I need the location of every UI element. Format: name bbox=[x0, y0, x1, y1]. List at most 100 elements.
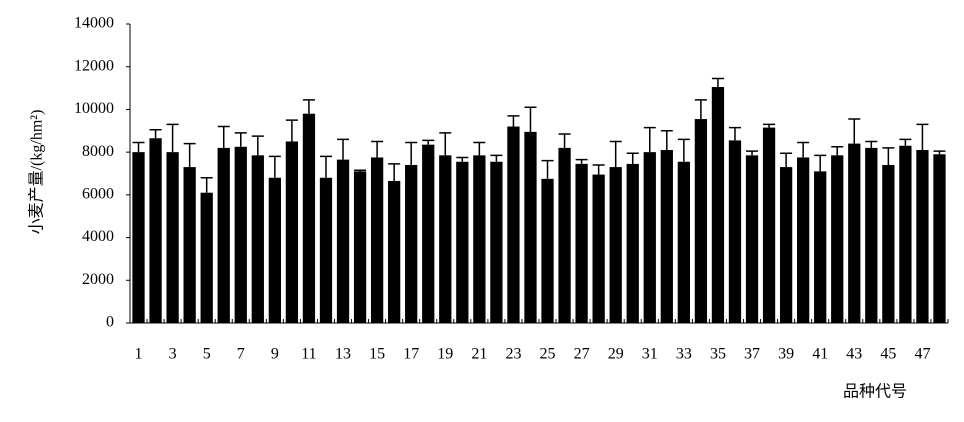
error-bar bbox=[456, 156, 469, 162]
bar bbox=[592, 174, 605, 323]
bar bbox=[490, 161, 503, 323]
error-bar bbox=[643, 126, 656, 153]
y-tick-label: 0 bbox=[106, 314, 114, 331]
error-bar bbox=[797, 141, 810, 158]
x-tick-label: 27 bbox=[574, 346, 590, 363]
error-bar bbox=[200, 177, 213, 193]
error-bar bbox=[490, 154, 503, 162]
x-tick-label: 39 bbox=[778, 346, 794, 363]
bar bbox=[319, 177, 333, 323]
bar bbox=[916, 150, 929, 323]
x-tick-label: 33 bbox=[676, 346, 692, 363]
x-tick-label: 43 bbox=[846, 346, 862, 363]
error-bar bbox=[234, 132, 247, 147]
x-tick-label: 7 bbox=[237, 346, 245, 363]
error-bar bbox=[660, 130, 673, 151]
x-tick-label: 45 bbox=[880, 346, 896, 363]
error-bar bbox=[473, 141, 486, 156]
bar bbox=[762, 127, 776, 323]
bar bbox=[439, 155, 452, 323]
bar bbox=[268, 177, 281, 323]
y-tick-label: 14000 bbox=[74, 15, 114, 32]
bar bbox=[575, 163, 588, 323]
error-bar bbox=[592, 164, 605, 175]
y-tick-label: 2000 bbox=[82, 271, 114, 288]
error-bar bbox=[132, 141, 145, 153]
bar bbox=[831, 155, 844, 323]
error-bar bbox=[763, 123, 776, 128]
x-tick-label: 5 bbox=[203, 346, 211, 363]
bar bbox=[541, 178, 554, 323]
bar bbox=[234, 146, 247, 323]
error-bar bbox=[899, 138, 912, 146]
y-tick-label: 6000 bbox=[82, 186, 114, 203]
x-tick-label: 13 bbox=[335, 346, 351, 363]
x-tick-label: 9 bbox=[271, 346, 279, 363]
x-tick-label: 47 bbox=[914, 346, 930, 363]
error-bar bbox=[677, 138, 690, 162]
error-bar bbox=[268, 155, 281, 178]
bar bbox=[217, 147, 230, 323]
bar bbox=[251, 155, 264, 323]
bar bbox=[370, 157, 384, 323]
y-tick-label: 10000 bbox=[74, 100, 114, 117]
error-bar bbox=[439, 132, 452, 156]
error-bar bbox=[422, 139, 435, 145]
error-bar bbox=[371, 140, 384, 158]
error-bar bbox=[626, 152, 639, 164]
bar bbox=[865, 147, 878, 323]
error-bar bbox=[746, 150, 759, 156]
error-bar bbox=[166, 123, 179, 153]
bar bbox=[694, 119, 708, 324]
bar bbox=[626, 163, 639, 323]
x-tick-label: 25 bbox=[540, 346, 556, 363]
y-tick-label: 4000 bbox=[82, 228, 114, 245]
bar bbox=[507, 126, 520, 323]
bar bbox=[388, 180, 401, 323]
bar bbox=[609, 167, 622, 323]
error-bar bbox=[558, 133, 571, 148]
bar bbox=[132, 152, 145, 323]
error-bar bbox=[251, 135, 264, 156]
bar bbox=[422, 144, 435, 323]
error-bar bbox=[728, 126, 741, 141]
x-tick-label: 29 bbox=[608, 346, 624, 363]
bar bbox=[200, 192, 213, 323]
bar bbox=[558, 147, 571, 323]
bar bbox=[899, 145, 912, 323]
bar bbox=[183, 167, 196, 323]
y-axis-label: 小麦产量/(kg/hm²) bbox=[28, 110, 46, 235]
y-tick-label: 12000 bbox=[74, 57, 114, 74]
bar bbox=[456, 161, 469, 323]
bar bbox=[745, 155, 759, 323]
x-tick-label: 23 bbox=[505, 346, 521, 363]
bar bbox=[353, 171, 367, 323]
bar bbox=[814, 171, 827, 323]
error-bar bbox=[507, 115, 520, 127]
bar bbox=[728, 140, 742, 323]
x-tick-label: 31 bbox=[642, 346, 658, 363]
bar bbox=[882, 164, 895, 323]
bar bbox=[711, 87, 725, 323]
x-tick-label: 19 bbox=[437, 346, 453, 363]
bar bbox=[643, 152, 656, 323]
bar bbox=[797, 157, 810, 323]
x-tick-label: 3 bbox=[169, 346, 177, 363]
bar bbox=[149, 138, 162, 323]
bar bbox=[524, 131, 537, 323]
error-bar bbox=[831, 146, 844, 156]
x-tick-label: 17 bbox=[403, 346, 419, 363]
error-bar bbox=[337, 138, 350, 160]
error-bar bbox=[405, 141, 418, 165]
x-tick-label: 1 bbox=[135, 346, 143, 363]
x-tick-label: 11 bbox=[301, 346, 316, 363]
error-bar bbox=[285, 119, 298, 142]
error-bar bbox=[149, 128, 162, 139]
bar bbox=[779, 167, 793, 323]
error-bar bbox=[882, 147, 895, 165]
x-tick-label: 21 bbox=[471, 346, 487, 363]
bar bbox=[677, 161, 690, 323]
error-bar bbox=[217, 125, 230, 148]
y-tick-label: 8000 bbox=[82, 143, 114, 160]
